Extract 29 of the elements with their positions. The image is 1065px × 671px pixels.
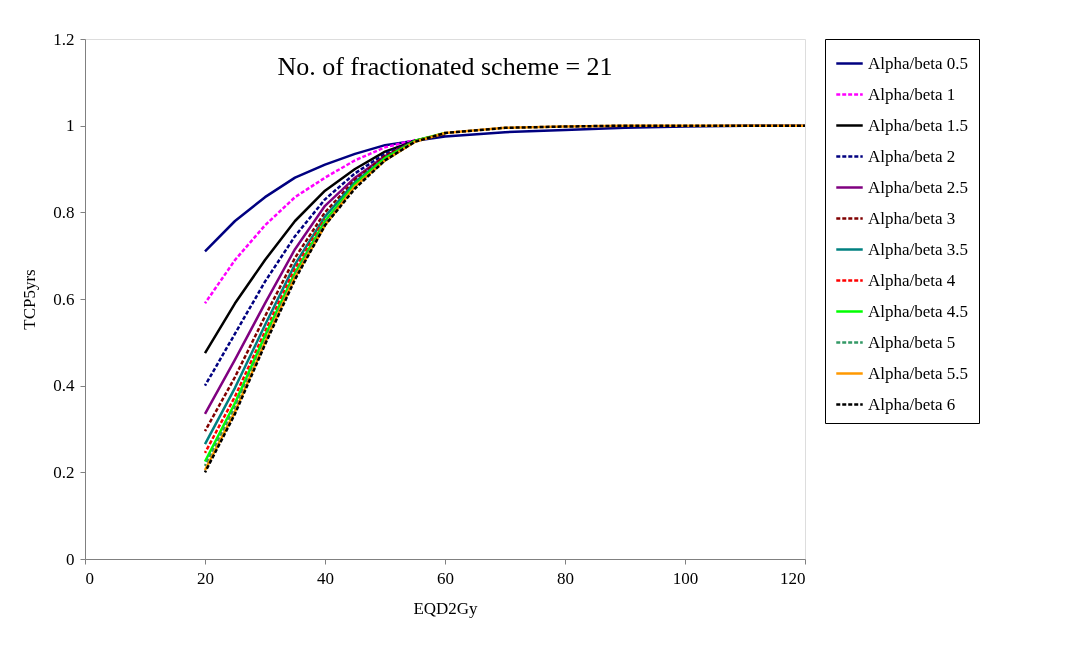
y-tick-label: 0	[66, 549, 75, 569]
y-tick-label: 1	[66, 116, 75, 136]
legend-label: Alpha/beta 4.5	[868, 301, 969, 321]
y-tick-label: 0.6	[53, 289, 75, 309]
x-tick-label: 60	[437, 568, 454, 588]
y-axis-title: TCP5yrs	[20, 269, 40, 330]
y-tick-label: 0.4	[53, 376, 75, 396]
legend-label: Alpha/beta 6	[868, 394, 956, 414]
y-tick-label: 0.2	[53, 462, 75, 482]
legend-label: Alpha/beta 3	[868, 208, 956, 228]
legend-label: Alpha/beta 5.5	[868, 363, 969, 383]
legend-label: Alpha/beta 3.5	[868, 239, 969, 259]
legend-label: Alpha/beta 1.5	[868, 115, 969, 135]
text: No. of fractionated scheme = 21	[277, 52, 613, 81]
legend-label: Alpha/beta 2.5	[868, 177, 969, 197]
y-tick-label: 0.8	[53, 202, 75, 222]
legend-label: Alpha/beta 4	[868, 270, 956, 290]
legend-label: Alpha/beta 0.5	[868, 53, 969, 73]
x-tick-label: 0	[85, 568, 94, 588]
x-tick-label: 20	[197, 568, 214, 588]
x-axis-title: EQD2Gy	[413, 598, 479, 618]
x-tick-label: 40	[317, 568, 334, 588]
legend-label: Alpha/beta 1	[868, 84, 956, 104]
y-tick-label: 1.2	[53, 29, 75, 49]
x-tick-label: 120	[780, 568, 806, 588]
legend-label: Alpha/beta 5	[868, 332, 956, 352]
x-tick-label: 80	[557, 568, 574, 588]
legend-label: Alpha/beta 2	[868, 146, 956, 166]
x-tick-label: 100	[672, 568, 699, 588]
